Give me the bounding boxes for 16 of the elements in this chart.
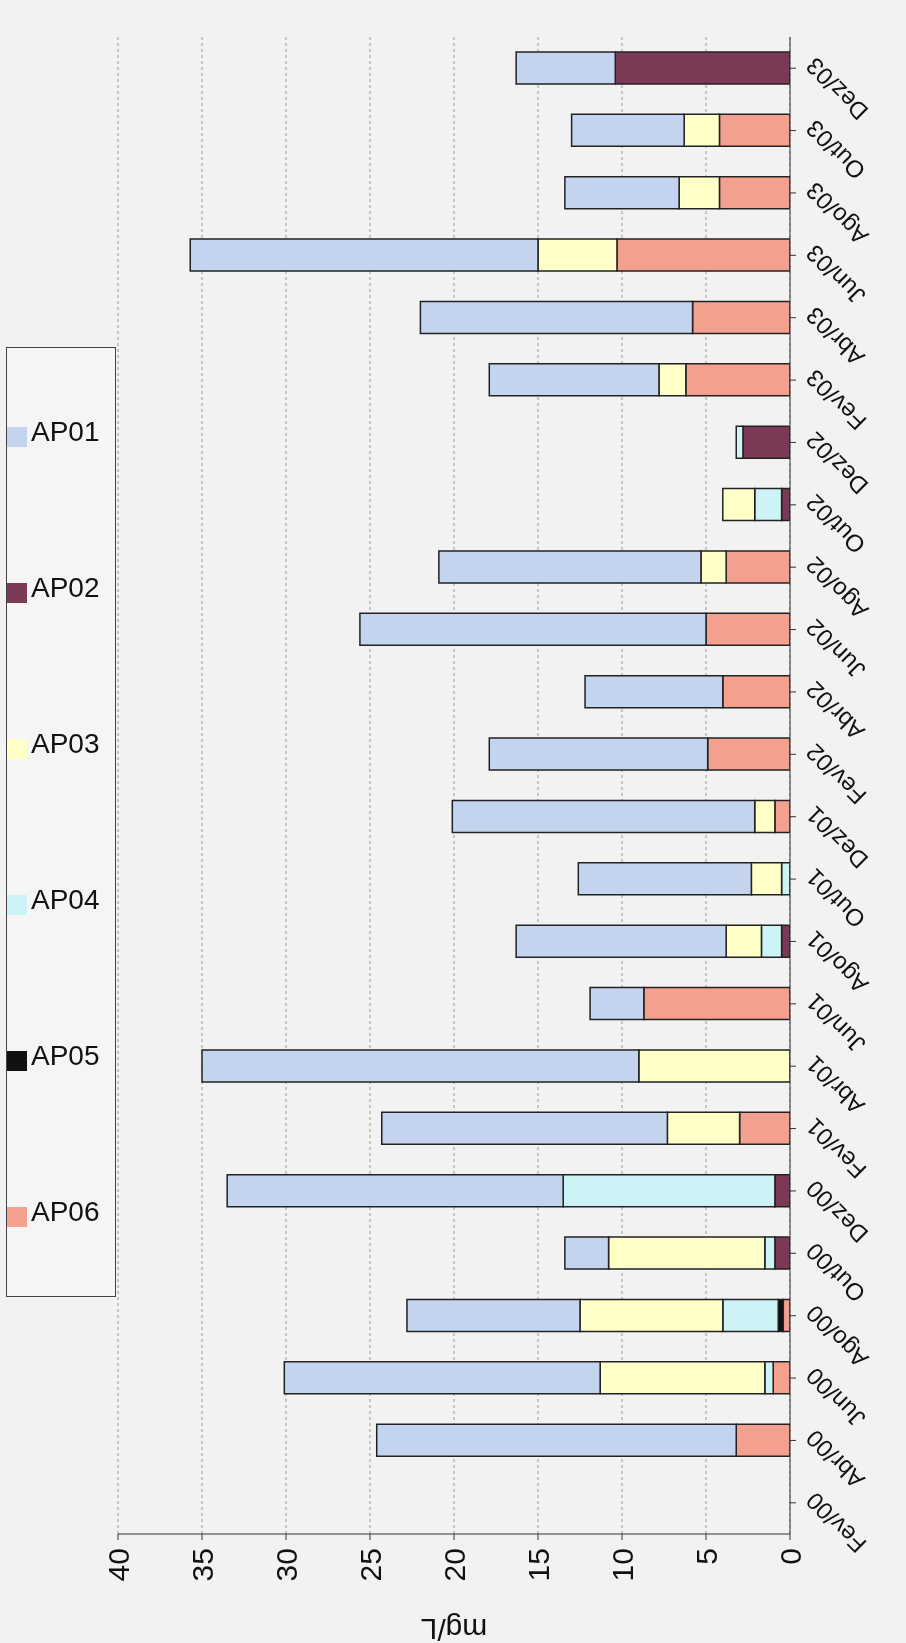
x-tick-label: 0 (773, 1548, 807, 1565)
x-tick-label: 40 (101, 1548, 135, 1582)
x-tick-label: 15 (521, 1548, 555, 1582)
legend-label: AP01 (31, 414, 100, 449)
x-axis-title: mg/L (420, 1612, 488, 1643)
x-tick-label: 20 (437, 1548, 471, 1582)
legend-label: AP05 (31, 1038, 100, 1073)
legend-label: AP06 (31, 1194, 100, 1229)
legend-label: AP03 (31, 726, 100, 761)
x-tick-label: 25 (353, 1548, 387, 1582)
legend-label: AP04 (31, 882, 100, 917)
x-tick-label: 30 (269, 1548, 303, 1582)
x-tick-label: 35 (185, 1548, 219, 1582)
legend-label: AP02 (31, 570, 100, 605)
x-tick-label: 5 (689, 1548, 723, 1565)
x-tick-label: 10 (605, 1548, 639, 1582)
